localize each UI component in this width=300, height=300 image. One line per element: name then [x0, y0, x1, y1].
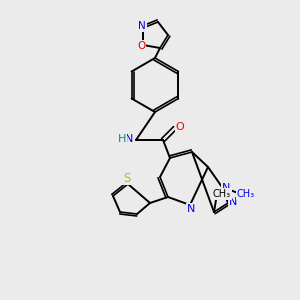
Text: O: O: [176, 122, 184, 132]
Text: CH₃: CH₃: [213, 189, 231, 199]
Text: H: H: [118, 134, 126, 144]
Text: N: N: [222, 183, 230, 193]
Text: N: N: [229, 197, 237, 207]
Text: O: O: [137, 41, 145, 51]
Text: N: N: [187, 204, 195, 214]
Text: N: N: [125, 134, 133, 144]
Text: CH₃: CH₃: [237, 189, 255, 199]
Text: N: N: [138, 21, 146, 31]
Text: S: S: [123, 172, 131, 184]
